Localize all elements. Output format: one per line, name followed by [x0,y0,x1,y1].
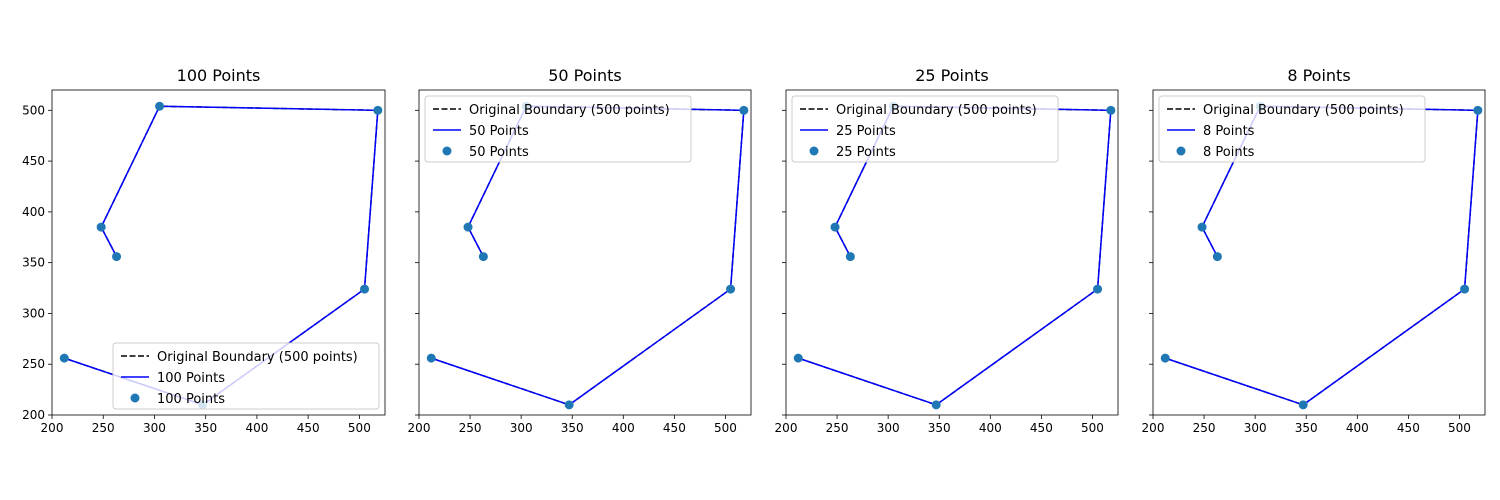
scatter-point [59,353,69,363]
scatter-point [726,284,736,294]
x-tick-label: 250 [459,421,482,435]
legend-entry: 50 Points [469,124,529,139]
subplot-2: 50 Points 200 250 300 350 400 450 500 Original B… [408,66,752,435]
scatter-point [1473,105,1483,115]
x-tick-label: 250 [826,421,849,435]
legend-box [1158,95,1426,163]
scatter-point [1160,353,1170,363]
scatter-point [931,400,941,410]
legend: Original Boundary (500 points) 100 Points… [112,342,380,410]
subplot-3: 25 Points 200 250 300 350 400 450 500 Original B… [775,66,1119,435]
x-tick-label: 500 [714,421,737,435]
legend-entry: Original Boundary (500 points) [157,350,358,365]
scatter-point [155,101,165,111]
scatter-point [96,222,106,232]
scatter-point [360,284,370,294]
legend-point-marker [442,146,452,156]
x-tick-label: 200 [41,421,64,435]
x-tick-label: 400 [245,421,268,435]
scatter-point [1298,400,1308,410]
x-tick-label: 200 [1142,421,1165,435]
y-tick-label: 300 [22,306,45,320]
scatter-point [793,353,803,363]
legend-entry: Original Boundary (500 points) [836,103,1037,118]
y-tick-label: 400 [22,205,45,219]
x-tick-label: 400 [612,421,635,435]
x-tick-label: 500 [1448,421,1471,435]
scatter-point [1197,222,1207,232]
scatter-point [1106,105,1116,115]
x-tick-label: 450 [297,421,320,435]
axes-frame [1152,89,1486,416]
x-tick-label: 200 [775,421,798,435]
scatter-point [478,252,488,262]
scatter-point [1460,284,1470,294]
scatter-point [1093,284,1103,294]
y-tick-label: 450 [22,154,45,168]
x-tick-label: 250 [1193,421,1216,435]
legend-entry: 25 Points [836,145,896,160]
scatter-point [463,222,473,232]
subplot-title: 100 Points [177,66,261,85]
scatter-point [1212,252,1222,262]
legend-box [791,95,1059,163]
x-tick-label: 300 [1244,421,1267,435]
x-tick-label: 400 [1346,421,1369,435]
x-tick-label: 300 [877,421,900,435]
scatter-point [739,105,749,115]
subplot-1: 100 Points 200 250 300 350 400 450 500 200 250 300… [22,66,386,435]
y-tick-label: 500 [22,103,45,117]
x-tick-label: 200 [408,421,431,435]
legend-entry: 8 Points [1203,124,1255,139]
axes-frame [418,89,752,416]
legend-point-marker [1176,146,1186,156]
x-tick-label: 450 [1030,421,1053,435]
x-tick-label: 350 [194,421,217,435]
legend-entry: 25 Points [836,124,896,139]
subplot-title: 50 Points [548,66,622,85]
y-tick-label: 200 [22,408,45,422]
legend-point-marker [130,393,140,403]
legend: Original Boundary (500 points) 8 Points 8 … [1158,95,1426,163]
x-tick-label: 350 [928,421,951,435]
x-tick-label: 300 [510,421,533,435]
legend: Original Boundary (500 points) 50 Points 5… [424,95,692,163]
axes-frame [785,89,1119,416]
x-tick-label: 350 [561,421,584,435]
x-tick-label: 400 [979,421,1002,435]
legend-point-marker [809,146,819,156]
subplot-title: 8 Points [1287,66,1350,85]
legend: Original Boundary (500 points) 25 Points 2… [791,95,1059,163]
scatter-point [426,353,436,363]
x-tick-label: 250 [92,421,115,435]
legend-box [112,342,380,410]
legend-entry: 50 Points [469,145,529,160]
legend-entry: 8 Points [1203,145,1255,160]
y-tick-label: 350 [22,256,45,270]
scatter-point [564,400,574,410]
x-tick-label: 500 [1081,421,1104,435]
legend-entry: Original Boundary (500 points) [469,103,670,118]
scatter-point [112,252,122,262]
x-tick-label: 450 [663,421,686,435]
y-tick-label: 250 [22,357,45,371]
subplot-4: 8 Points 200 250 300 350 400 450 500 Original Bo… [1142,66,1486,435]
legend-entry: Original Boundary (500 points) [1203,103,1404,118]
axes-frame [51,89,386,416]
subplot-title: 25 Points [915,66,989,85]
scatter-point [373,105,383,115]
scatter-point [830,222,840,232]
legend-entry: 100 Points [157,371,225,386]
x-tick-label: 350 [1295,421,1318,435]
legend-box [424,95,692,163]
scatter-point [845,252,855,262]
legend-entry: 100 Points [157,392,225,407]
x-tick-label: 450 [1397,421,1420,435]
x-tick-label: 300 [143,421,166,435]
x-tick-label: 500 [348,421,371,435]
